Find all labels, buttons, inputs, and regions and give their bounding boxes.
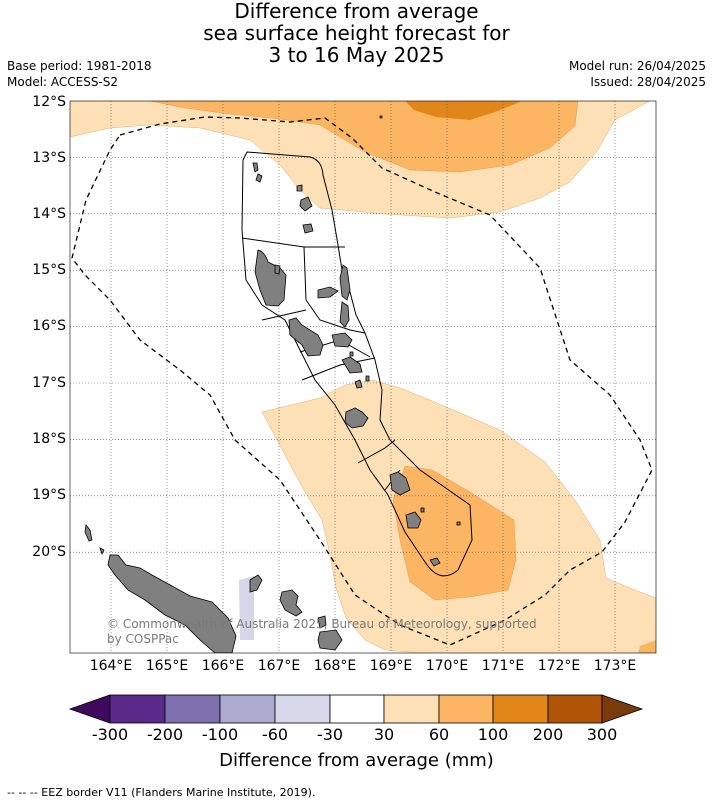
- lat-label-12s: 12°S: [32, 94, 66, 110]
- islands-vanuatu: [252, 115, 461, 567]
- title-line-2: sea surface height forecast for: [203, 21, 510, 45]
- map-frame: [69, 100, 657, 654]
- lon-label-164e: 164°E: [89, 658, 133, 674]
- base-period: Base period: 1981-2018: [7, 59, 152, 73]
- issued-date: Issued: 28/04/2025: [590, 75, 706, 89]
- colorbar-bin-4: [274, 694, 331, 724]
- eez-footnote: -- -- -- EEZ border V11 (Flanders Marine…: [7, 786, 316, 799]
- lon-label-173e: 173°E: [593, 658, 637, 674]
- lon-label-165e: 165°E: [145, 658, 189, 674]
- colorbar-tick-m200: -200: [146, 725, 184, 744]
- colorbar-tick-m60: -60: [261, 725, 289, 744]
- lat-label-20s: 20°S: [32, 544, 66, 560]
- lat-label-17s: 17°S: [32, 375, 66, 391]
- lat-label-13s: 13°S: [32, 150, 66, 166]
- lat-label-18s: 18°S: [32, 431, 66, 447]
- colorbar-tick-200: 200: [532, 725, 564, 744]
- colorbar-bin-9: [547, 694, 603, 724]
- meta-right: Model run: 26/04/2025 Issued: 28/04/2025: [569, 58, 706, 90]
- colorbar-bin-2: [164, 694, 221, 724]
- lon-label-171e: 171°E: [481, 658, 525, 674]
- colorbar-extend-low: [68, 694, 111, 724]
- meta-left: Base period: 1981-2018 Model: ACCESS-S2: [7, 58, 152, 90]
- islands-new-caledonia: [84, 524, 343, 653]
- chart-title: Difference from average sea surface heig…: [0, 0, 713, 66]
- lon-label-172e: 172°E: [537, 658, 581, 674]
- lat-label-14s: 14°S: [32, 206, 66, 222]
- anomaly-band-60-100-south: [392, 465, 517, 601]
- colorbar-bin-8: [492, 694, 549, 724]
- lon-label-167e: 167°E: [257, 658, 301, 674]
- lat-label-15s: 15°S: [32, 262, 66, 278]
- eez-border: [71, 116, 653, 646]
- lat-label-19s: 19°S: [32, 487, 66, 503]
- colorbar-bin-5: [329, 694, 385, 724]
- colorbar-tick-100: 100: [477, 725, 509, 744]
- title-line-3: 3 to 16 May 2025: [268, 43, 445, 67]
- colorbar-title: Difference from average (mm): [219, 750, 494, 771]
- colorbar-tick-m30: -30: [316, 725, 344, 744]
- admin-boundaries: [241, 151, 473, 577]
- lon-label-168e: 168°E: [313, 658, 357, 674]
- colorbar-bin-7: [438, 694, 494, 724]
- colorbar-bin-6: [383, 694, 440, 724]
- colorbar-extend-high: [601, 694, 644, 724]
- anomaly-band-edge-corner: [638, 640, 656, 653]
- lon-label-170e: 170°E: [425, 658, 469, 674]
- anomaly-band-100-200-north: [405, 101, 522, 120]
- colorbar-tick-m100: -100: [201, 725, 239, 744]
- colorbar-tick-m300: -300: [91, 725, 129, 744]
- model-run: Model run: 26/04/2025: [568, 59, 706, 73]
- title-line-1: Difference from average: [234, 0, 479, 23]
- colorbar-tick-60: 60: [428, 725, 450, 744]
- lon-label-166e: 166°E: [201, 658, 245, 674]
- lat-label-16s: 16°S: [32, 318, 66, 334]
- colorbar-tick-30: 30: [373, 725, 395, 744]
- copyright-notice: © Commonwealth of Australia 2025, Bureau…: [107, 617, 537, 646]
- colorbar-bin-3: [219, 694, 276, 724]
- colorbar: [68, 694, 644, 724]
- lon-label-169e: 169°E: [369, 658, 413, 674]
- model-name: Model: ACCESS-S2: [7, 75, 119, 89]
- colorbar-tick-300: 300: [586, 725, 618, 744]
- colorbar-bin-1: [109, 694, 166, 724]
